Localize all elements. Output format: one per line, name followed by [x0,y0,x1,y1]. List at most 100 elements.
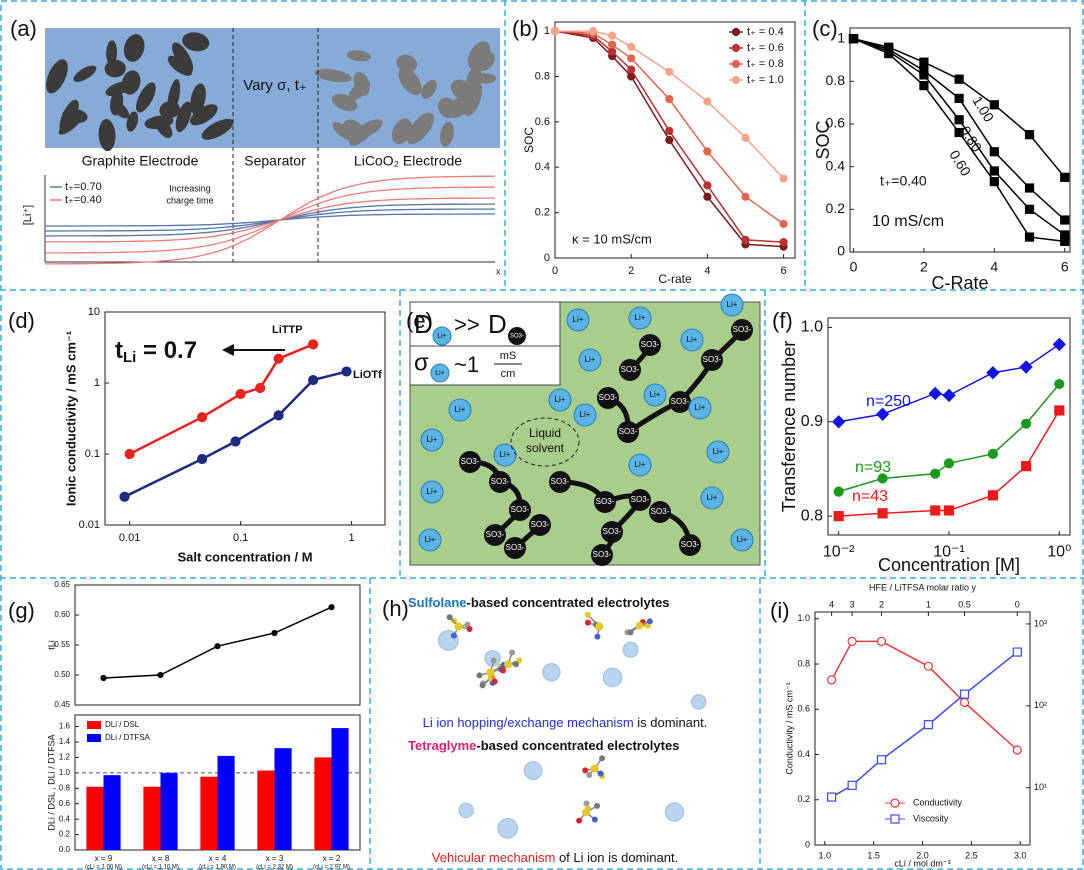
data-point [704,98,711,105]
ion-label: Li+ [585,355,596,364]
y-axis-label: Transference number [779,341,799,512]
data-point [877,637,885,645]
x2-tick-label: 1 [926,599,931,609]
data-point [256,384,265,393]
data-point [891,815,899,823]
data-point [198,455,207,464]
y-tick-label: 0.6 [797,704,810,714]
data-point [742,134,749,141]
li-sphere [623,642,638,657]
data-point [924,721,932,729]
ion-label: SO3- [703,355,722,364]
ion-label: SO3- [491,477,510,486]
ion-label: SO3- [593,550,612,559]
atom [576,818,582,824]
data-point [780,239,787,246]
x-tick-label: 10⁰ [1047,544,1071,561]
caption-rest: is dominant. [634,715,708,730]
unit: cm [501,368,516,380]
data-point [666,96,673,103]
figure: (a) Vary σ, t₊ Graphite Electrode Separa… [0,0,1084,870]
x-axis-label: C-rate [658,272,692,286]
ion-label: SO3- [619,427,638,436]
data-point [329,605,334,610]
symbol: σ [414,349,429,376]
data-point [733,61,740,68]
y-tick-label: 0.45 [54,700,70,709]
y-axis-label: Conductivity / mS cm⁻¹ [784,682,794,774]
atom [491,658,497,664]
ion-label: SO3- [631,495,650,504]
legend-label: Viscosity [913,813,949,823]
data-point [342,367,351,376]
atom [594,634,600,640]
data-point [609,48,616,55]
region-label: LiCoO₂ Electrode [354,153,462,169]
x2-tick-label: 0 [1015,599,1020,609]
data-point [848,637,856,645]
data-point [990,148,998,156]
heading: Sulfolane-based concentrated electrolyte… [408,595,670,610]
ion-label: Li+ [635,460,646,469]
ion-label: Li+ [425,535,436,544]
data-point [955,94,963,102]
li-sphere [524,762,542,780]
atom [635,622,643,630]
y-tick-label: 10 [88,306,100,318]
data-point [990,167,998,175]
annotation-part: = 0.7 [136,337,197,364]
caption: Vehicular mechanism of Li ion is dominan… [432,850,678,865]
region-label: Graphite Electrode [82,153,199,169]
caption-key: Li ion hopping/exchange mechanism [423,715,634,730]
annotation: κ = 10 mS/cm [572,231,652,246]
y-tick-label: 0.2 [59,830,71,839]
y-tick-label: 0.8 [535,70,550,82]
data-point [828,676,836,684]
data-point [628,55,635,62]
y-tick-label: 0 [837,243,845,259]
data-point [309,340,318,349]
data-point [1026,184,1034,192]
bar [314,757,331,850]
panel-label: (i) [770,598,790,623]
y-tick-label: 0.50 [54,670,70,679]
x-tick-label: 4 [704,265,710,277]
ion-label: Li+ [650,390,661,399]
atom [595,622,603,630]
data-point [198,413,207,422]
x-tick-label: 2.5 [965,850,978,860]
heading-rest: -based concentrated electrolytes [476,738,679,753]
ion-label: Li+ [437,333,447,340]
ion-label: SO3- [603,527,622,536]
data-point [961,698,969,706]
data-point [931,506,940,515]
bar [332,728,349,850]
data-point [920,71,928,79]
unit: mS [500,350,517,362]
ion-label: SO3- [551,477,570,486]
solvent-label: solvent [526,441,565,455]
x-axis-label: Concentration [M] [878,555,1020,575]
atom [585,612,591,618]
data-point [1026,131,1034,139]
y-tick-label: 0.8 [797,658,810,668]
atom [582,767,588,773]
ion-label: Li+ [727,300,738,309]
x-axis-label: Salt concentration / M [177,549,312,564]
data-point [120,492,129,501]
data-point [891,799,899,807]
data-point [1055,380,1064,389]
legend-label: t₊ = 0.8 [747,58,784,70]
ion-label: Li+ [695,403,706,412]
x-tick-label: x = 9 [95,854,113,863]
x-tick-label: 4 [990,258,998,274]
data-point [590,28,597,35]
y-tick-label: 0.6 [59,799,71,808]
data-point [1013,746,1021,754]
center-label: Vary σ, t₊ [243,77,307,94]
caption-key: Vehicular mechanism [432,850,556,865]
y-tick-label: 1 [544,25,550,37]
series-label: LiTTP [272,324,303,336]
legend-label: DLi / DSL [105,720,140,729]
caption-rest: of Li ion is dominant. [555,850,678,865]
